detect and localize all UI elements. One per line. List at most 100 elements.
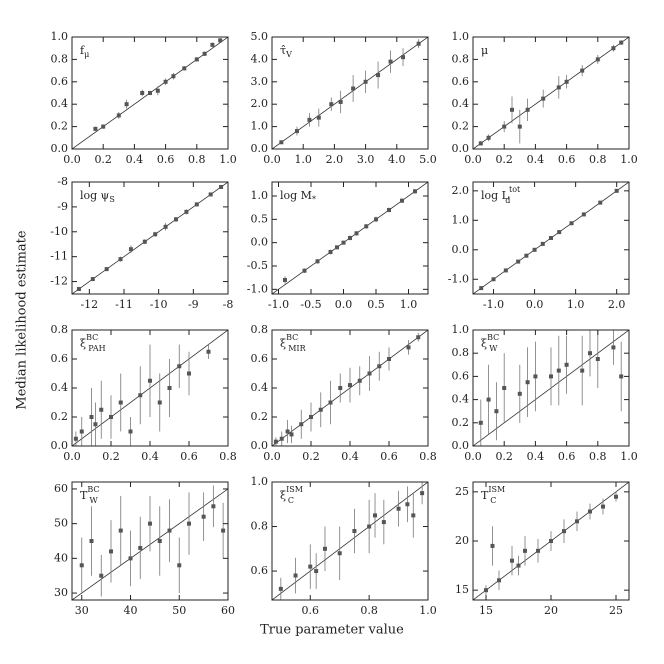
y-tick-label: 30 — [54, 586, 68, 599]
point — [510, 107, 514, 112]
y-tick-label: 0.0 — [251, 439, 269, 452]
point — [279, 436, 284, 441]
x-tick-label: 0.0 — [63, 450, 81, 463]
point — [187, 371, 191, 376]
point — [502, 386, 507, 390]
x-tick-label: 0.6 — [380, 450, 398, 463]
point — [177, 563, 182, 568]
point — [536, 548, 540, 553]
x-tick-label: -11 — [115, 298, 133, 311]
point — [118, 400, 123, 405]
point — [364, 224, 369, 229]
point — [163, 79, 168, 84]
point — [90, 277, 95, 282]
x-tick-label: 1.0 — [419, 604, 437, 617]
x-tick-label: 5.0 — [419, 153, 437, 166]
point — [109, 549, 113, 554]
point — [316, 115, 321, 120]
y-tick-label: 2.0 — [452, 184, 470, 197]
x-tick-label: 1.0 — [567, 298, 585, 311]
x-tick-label: 1.0 — [294, 153, 312, 166]
x-tick-label: 0.4 — [141, 450, 159, 463]
panel: 0.0 0.2 0.4 0.6 0.8 1.0 0.0 0.2 0.4 0.6 0.8 1.0 ξBC W — [452, 323, 638, 463]
point — [299, 422, 304, 427]
point — [405, 502, 410, 507]
x-tick-label: 4.0 — [388, 153, 406, 166]
label-sub: W — [489, 344, 498, 353]
point — [309, 415, 313, 419]
y-tick-label: 60 — [54, 482, 68, 495]
plot-area — [473, 482, 629, 600]
y-tick-label: 1.0 — [251, 120, 269, 133]
point — [549, 236, 553, 240]
point — [294, 129, 299, 134]
point — [218, 38, 223, 43]
point — [283, 278, 287, 282]
y-tick-label: 0.2 — [452, 120, 470, 133]
point — [322, 546, 327, 551]
x-tick-label: 0.8 — [419, 450, 437, 463]
point — [153, 232, 158, 237]
panel: 0.0 0.2 0.4 0.6 0.8 0.0 0.2 0.4 0.6 0.8 ξBC MIR — [251, 323, 437, 463]
plot-area — [72, 37, 228, 149]
point — [556, 85, 561, 90]
point — [367, 524, 372, 529]
point — [79, 429, 84, 434]
y-tick-label: 0.0 — [51, 142, 69, 155]
plot-area — [473, 330, 629, 446]
y-tick-label: 0.6 — [452, 75, 470, 88]
point — [142, 239, 147, 244]
x-tick-label: 0.4 — [126, 153, 144, 166]
x-tick-label: 0.0 — [464, 450, 482, 463]
point — [490, 543, 495, 548]
point — [348, 236, 352, 240]
x-tick-label: 1.0 — [400, 298, 418, 311]
x-tick-label: 20 — [544, 604, 558, 617]
point — [533, 374, 538, 379]
plot-area — [272, 330, 428, 446]
panel: 0.0 0.2 0.4 0.6 0.8 0.0 0.2 0.4 0.6 0.8 ξBC PAH — [51, 323, 237, 463]
point — [302, 268, 307, 273]
point — [148, 91, 152, 95]
point — [76, 287, 81, 292]
point — [524, 253, 529, 258]
point — [318, 407, 323, 412]
frame — [472, 36, 630, 150]
y-tick-label: 25 — [455, 485, 469, 498]
y-tick-label: 20 — [455, 534, 469, 547]
point — [381, 520, 386, 525]
point — [174, 217, 178, 222]
point — [564, 79, 569, 84]
y-tick-label: 0.0 — [452, 243, 470, 256]
x-tick-label: 2.0 — [608, 298, 626, 311]
point — [376, 73, 381, 78]
label-sup: ISM — [286, 485, 303, 494]
plot-area — [72, 182, 228, 294]
y-tick-label: 0.6 — [51, 75, 69, 88]
point — [118, 528, 123, 533]
y-tick-label: 0.8 — [452, 346, 470, 359]
point — [479, 286, 484, 291]
panel-label: TISM C — [481, 485, 505, 505]
label-sub: C — [490, 496, 496, 505]
y-tick-label: 0.5 — [251, 212, 269, 225]
panel: 0.0 0.2 0.4 0.6 0.8 1.0 0.0 0.2 0.4 0.6 0.8 1.0 μ — [452, 30, 638, 166]
point — [79, 563, 84, 568]
point — [400, 198, 404, 203]
y-tick-label: 1.0 — [251, 189, 269, 202]
point — [354, 231, 359, 236]
label-sub: C — [288, 496, 294, 505]
point — [194, 57, 199, 62]
point — [104, 267, 109, 272]
y-tick-label: -1.0 — [247, 282, 268, 295]
point — [525, 380, 530, 385]
plot-area — [473, 182, 629, 294]
point — [406, 345, 411, 350]
x-tick-label: 0.2 — [495, 450, 513, 463]
label-sup: ISM — [488, 485, 505, 494]
point — [373, 513, 378, 518]
point — [329, 102, 334, 107]
y-tick-label: 0.6 — [251, 352, 269, 365]
point — [486, 135, 491, 140]
point — [516, 563, 521, 568]
